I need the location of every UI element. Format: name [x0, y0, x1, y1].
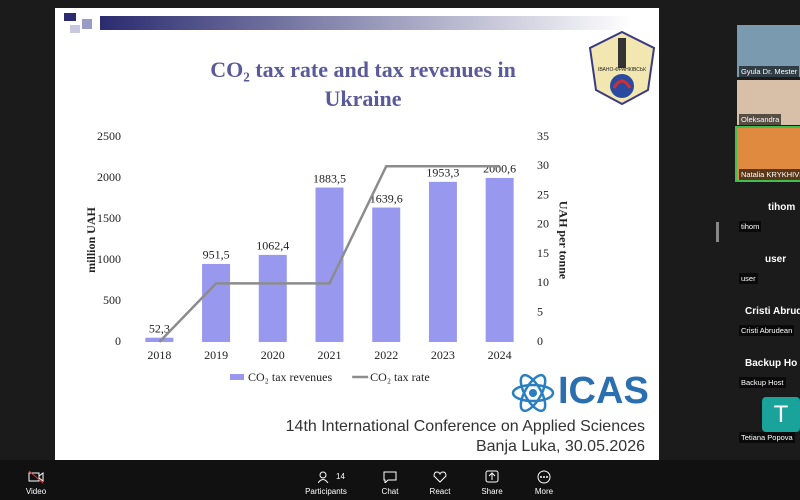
participant-name: user — [739, 273, 758, 284]
y-tick-label: 2500 — [97, 129, 121, 143]
slide — [55, 8, 659, 460]
y2-tick-label: 0 — [537, 334, 543, 348]
data-label: 1062,4 — [256, 239, 289, 253]
participants-icon[interactable] — [318, 471, 332, 483]
avatar: T — [762, 397, 800, 432]
tile-heading: Backup Ho — [745, 358, 798, 369]
data-label: 2000,6 — [483, 162, 516, 176]
video-icon[interactable] — [28, 470, 44, 484]
y2-tick-label: 5 — [537, 304, 543, 318]
participants-count: 14 — [336, 472, 345, 481]
participants-button[interactable]: Participants — [305, 487, 347, 496]
y2-tick-label: 35 — [537, 129, 549, 143]
share-button[interactable]: Share — [481, 487, 503, 496]
bar — [485, 177, 514, 342]
bar — [202, 263, 231, 342]
react-button[interactable]: React — [429, 487, 451, 496]
tile-heading: tihom — [768, 202, 796, 213]
react-icon[interactable] — [433, 471, 447, 483]
chat-button[interactable]: Chat — [381, 487, 399, 496]
legend-label: CO₂ tax rate — [370, 370, 430, 384]
x-tick-label: 2022 — [374, 348, 398, 362]
y-tick-label: 2000 — [97, 170, 121, 184]
data-label: 1883,5 — [313, 171, 346, 185]
place-date: Banja Luka, 30.05.2026 — [475, 438, 645, 455]
more-icon[interactable] — [537, 470, 551, 484]
conference-name: 14th International Conference on Applied… — [285, 418, 645, 435]
data-label: 951,5 — [203, 248, 230, 262]
y2-axis-label: UAH per tonne — [556, 201, 570, 280]
bar — [258, 254, 287, 342]
scrollbar[interactable] — [716, 222, 719, 242]
university-logo: ІВАНО-ФРАНКІВСЬК — [588, 30, 656, 106]
icas-brand: ICAS — [558, 370, 649, 412]
line — [158, 165, 500, 343]
toolbar — [0, 460, 800, 500]
y2-tick-label: 30 — [537, 158, 549, 172]
data-label: 52,3 — [149, 321, 170, 335]
x-tick-label: 2018 — [147, 348, 171, 362]
legend-label: CO₂ tax revenues — [248, 370, 332, 384]
participant-name: Natalia KRYKHIVSK — [739, 169, 800, 180]
participant-name: Oleksandra — [739, 114, 782, 125]
more-button[interactable]: More — [534, 487, 554, 496]
x-tick-label: 2019 — [204, 348, 228, 362]
y-tick-label: 1000 — [97, 252, 121, 266]
video-button[interactable]: Video — [25, 487, 47, 496]
y-tick-label: 1500 — [97, 211, 121, 225]
y2-tick-label: 20 — [537, 217, 549, 231]
y2-tick-label: 15 — [537, 246, 549, 260]
x-tick-label: 2023 — [431, 348, 455, 362]
y-tick-label: 500 — [103, 293, 121, 307]
x-tick-label: 2021 — [318, 348, 342, 362]
x-tick-label: 2024 — [488, 348, 512, 362]
data-label: 1639,6 — [370, 191, 403, 205]
slide-title: CO₂ tax rate and tax revenues in Ukraine — [210, 57, 516, 111]
share-icon[interactable] — [485, 470, 499, 483]
y2-tick-label: 25 — [537, 187, 549, 201]
header-bar — [64, 13, 632, 33]
y2-tick-label: 10 — [537, 275, 549, 289]
bar — [145, 337, 174, 342]
y-tick-label: 0 — [115, 334, 121, 348]
data-label: 1953,3 — [426, 166, 459, 180]
participant-name: Cristi Abrudean — [739, 325, 795, 336]
chat-icon[interactable] — [383, 471, 397, 483]
participant-name: Gyula Dr. Mester — [739, 66, 800, 77]
bar — [428, 181, 457, 342]
icas-icon — [511, 373, 555, 413]
tile-heading: user — [765, 254, 787, 265]
bar — [372, 207, 401, 342]
participant-name: tihom — [739, 221, 762, 232]
x-tick-label: 2020 — [261, 348, 285, 362]
logo-text: ІВАНО-ФРАНКІВСЬК — [598, 67, 646, 73]
legend-swatch — [230, 374, 244, 380]
participant-name: Backup Host — [739, 377, 786, 388]
participant-name: Tetiana Popova — [739, 432, 795, 443]
y-axis-label: million UAH — [84, 206, 98, 272]
tile-heading: Cristi Abrud — [745, 306, 800, 317]
